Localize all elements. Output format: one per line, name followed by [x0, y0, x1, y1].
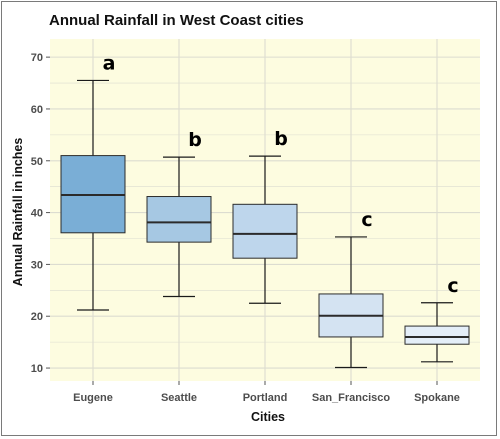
group-letter-label: a [103, 52, 116, 74]
chart-title: Annual Rainfall in West Coast cities [49, 12, 304, 29]
box-portland: b [232, 128, 298, 304]
iqr-box [404, 325, 470, 345]
y-tick-label: 10 [31, 363, 43, 375]
iqr-box [146, 196, 212, 243]
x-tick-label: Spokane [414, 392, 460, 404]
x-tick-label: Seattle [161, 392, 197, 404]
group-letter-label: b [274, 128, 288, 150]
iqr-box [232, 203, 298, 259]
box-san-francisco: c [318, 209, 384, 369]
box-marks: a b b c c [60, 52, 470, 369]
x-tick-label: San_Francisco [312, 392, 391, 404]
y-tick-label: 50 [31, 156, 43, 168]
x-tick-label: Eugene [73, 392, 113, 404]
x-tick-label: Portland [243, 392, 288, 404]
box-eugene: a [60, 52, 126, 311]
box-seattle: b [146, 129, 212, 298]
box-spokane: c [404, 275, 470, 363]
y-tick-label: 60 [31, 104, 43, 116]
group-letter-label: c [447, 275, 458, 297]
group-letter-label: b [188, 129, 202, 151]
y-axis-title: Annual Rainfall in inches [11, 138, 25, 287]
y-tick-label: 20 [31, 311, 43, 323]
x-axis-title: Cities [251, 410, 285, 424]
group-letter-label: c [361, 209, 372, 231]
y-tick-label: 40 [31, 208, 43, 220]
axis-ticks: 10 20 30 40 50 60 70 Eugene Seattle Portland San_F… [31, 52, 460, 404]
y-tick-label: 70 [31, 52, 43, 64]
y-tick-label: 30 [31, 259, 43, 271]
